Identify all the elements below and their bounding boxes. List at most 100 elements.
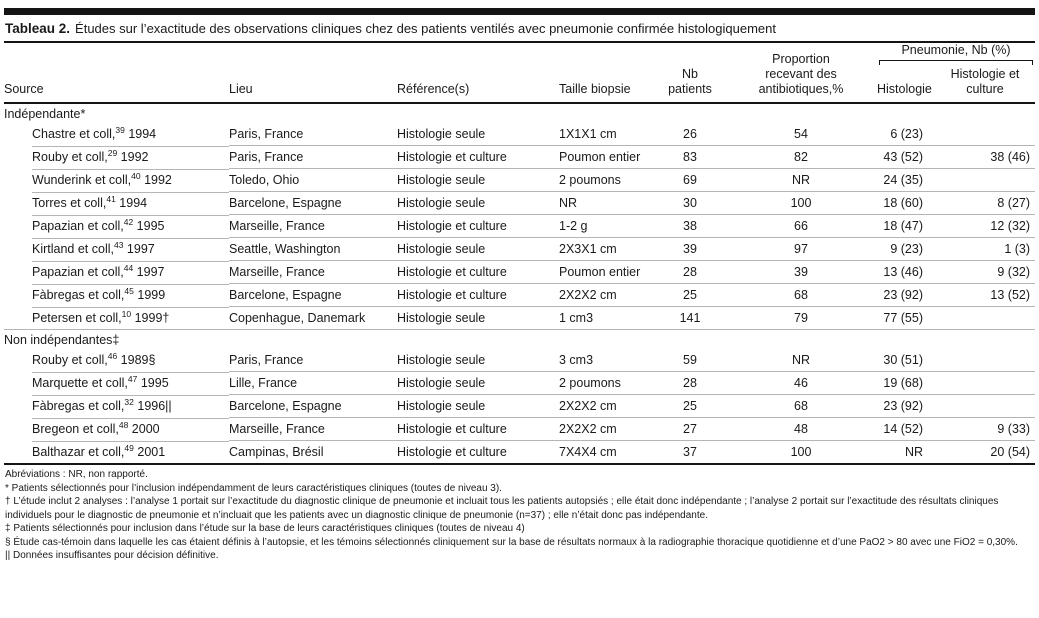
cell-histologie-culture [935, 306, 1036, 330]
section-header-row: Indépendante* [4, 103, 1035, 123]
citation-ref: 41 [106, 193, 116, 204]
cell-histologie: 18 (60) [877, 191, 935, 215]
study-authors: Chastre et coll, [32, 127, 116, 142]
cell-biopsie: Poumon entier [559, 260, 655, 284]
study-authors: Fàbregas et coll, [32, 288, 125, 302]
cell-antibiotiques: 100 [725, 440, 877, 464]
cell-nb-patients: 59 [683, 353, 697, 367]
cell-antibiotiques: NR [791, 353, 811, 367]
cell-histologie-culture [935, 394, 1036, 418]
study-year: 1992 [140, 173, 172, 187]
cell-nb-patients: 28 [655, 371, 725, 395]
cell-lieu: Campinas, Brésil [229, 440, 397, 464]
cell-biopsie: 2X3X1 cm [559, 237, 655, 261]
citation-ref: 40 [131, 170, 141, 181]
cell-antibiotiques: 39 [725, 260, 877, 284]
cell-antibiotiques: 97 [725, 237, 877, 261]
cell-histologie: 77 (55) [877, 306, 935, 330]
cell-biopsie: 1 cm3 [559, 306, 655, 330]
study-authors: Bregeon et coll, [32, 422, 119, 436]
cell-histologie-culture: 13 (52) [935, 283, 1036, 307]
cell-lieu: Marseille, France [229, 260, 397, 284]
cell-nb-patients: 83 [655, 145, 725, 169]
spanner-bracket [879, 60, 1034, 65]
table-row: Chastre et coll,39 1994 Paris, France Hist… [4, 123, 1035, 146]
cell-lieu: Toledo, Ohio [229, 168, 397, 192]
cell-biopsie: 2 poumons [559, 371, 655, 395]
cell-histologie-culture: 8 (27) [935, 191, 1036, 215]
cell-histologie: 23 (92) [877, 283, 935, 307]
study-source: Marquette et coll,47 1995 [4, 371, 229, 395]
study-source: Fàbregas et coll,32 1996|| [4, 394, 229, 418]
citation-ref: 32 [124, 396, 134, 407]
table-caption: Études sur l’exactitude des observations… [75, 21, 776, 36]
cell-lieu: Seattle, Washington [229, 237, 397, 261]
study-source: Kirtland et coll,43 1997 [4, 237, 229, 261]
data-table: Source Lieu Référence(s) Taille biopsie … [4, 43, 1036, 465]
col-header-histologie-culture: Histologie et culture [950, 67, 1020, 96]
cell-lieu: Marseille, France [229, 417, 397, 441]
col-header-histologie: Histologie [877, 82, 932, 96]
table-row: Marquette et coll,47 1995 Lille, France Hi… [4, 371, 1036, 395]
cell-nb-patients: 141 [655, 306, 725, 330]
cell-histologie: 43 (52) [877, 145, 935, 169]
cell-nb-patients: 28 [655, 260, 725, 284]
cell-histologie-culture [935, 349, 1035, 372]
cell-biopsie: 3 cm3 [559, 353, 594, 367]
cell-antibiotiques: 66 [725, 214, 877, 238]
footnote-asterisk: * Patients sélectionnés pour l’inclusion… [5, 482, 502, 494]
section-label: Indépendante* [4, 107, 86, 121]
study-source: Wunderink et coll,40 1992 [4, 168, 229, 192]
cell-histologie: 18 (47) [877, 214, 935, 238]
citation-ref: 49 [124, 442, 134, 453]
cell-nb-patients: 27 [655, 417, 725, 441]
table-top-rule [4, 8, 1035, 15]
cell-histologie: 24 (35) [877, 168, 935, 192]
citation-ref: 10 [121, 308, 132, 319]
cell-reference: Histologie seule [397, 127, 486, 141]
table-row: Papazian et coll,44 1997 Marseille, Franc… [4, 260, 1036, 284]
cell-nb-patients: 26 [683, 127, 697, 141]
study-authors: Fàbregas et coll, [32, 399, 125, 413]
study-authors: Marquette et coll, [32, 376, 128, 390]
cell-histologie: 30 (51) [883, 353, 923, 367]
table-header: Source Lieu Référence(s) Taille biopsie … [4, 43, 1036, 103]
footnote-double-bar: || Données insuffisantes pour décision d… [5, 550, 219, 561]
table-row: Papazian et coll,42 1995 Marseille, Franc… [4, 214, 1036, 238]
cell-lieu: Paris, France [229, 145, 397, 169]
footnote-section-sign: § Étude cas-témoin dans laquelle les cas… [5, 536, 1018, 548]
cell-histologie-culture: 1 (3) [935, 237, 1036, 261]
cell-histologie-culture: 9 (33) [935, 417, 1036, 441]
study-authors: Petersen et coll, [32, 310, 122, 325]
study-year: 1997 [123, 242, 155, 256]
cell-lieu: Barcelone, Espagne [229, 283, 397, 307]
cell-antibiotiques: 68 [725, 394, 877, 418]
cell-antibiotiques: 46 [725, 371, 877, 395]
cell-reference: Histologie et culture [397, 440, 559, 464]
cell-histologie-culture: 20 (54) [935, 440, 1036, 464]
cell-lieu: Barcelone, Espagne [229, 191, 397, 215]
col-header-taille-biopsie: Taille biopsie [559, 82, 631, 96]
study-year: 1999† [131, 310, 170, 325]
study-source: Chastre et coll,39 1994 [4, 123, 229, 146]
cell-lieu: Marseille, France [229, 214, 397, 238]
table-row: Torres et coll,41 1994 Barcelone, Espagne… [4, 191, 1036, 215]
study-authors: Kirtland et coll, [32, 242, 114, 256]
cell-histologie: 9 (23) [877, 237, 935, 261]
cell-nb-patients: 25 [655, 283, 725, 307]
study-authors: Rouby et coll, [32, 353, 108, 368]
table-row: Balthazar et coll,49 2001 Campinas, Brési… [4, 440, 1036, 464]
col-header-lieu: Lieu [229, 82, 253, 96]
cell-histologie: 14 (52) [877, 417, 935, 441]
cell-histologie-culture: 9 (32) [935, 260, 1036, 284]
study-year: 1995 [137, 376, 169, 390]
cell-antibiotiques: 79 [725, 306, 877, 330]
table-row: Fàbregas et coll,32 1996|| Barcelone, Esp… [4, 394, 1036, 418]
citation-ref: 46 [107, 351, 118, 362]
cell-reference: Histologie seule [397, 306, 559, 330]
cell-biopsie: 2X2X2 cm [559, 394, 655, 418]
cell-reference: Histologie seule [397, 394, 559, 418]
study-year: 1989§ [117, 353, 156, 368]
cell-biopsie: 1-2 g [559, 214, 655, 238]
study-source: Fàbregas et coll,45 1999 [4, 283, 229, 307]
